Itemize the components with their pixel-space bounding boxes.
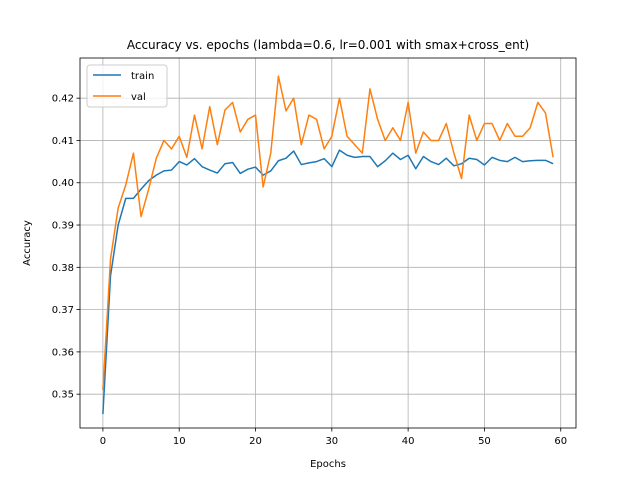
x-tick-label: 50	[478, 436, 491, 447]
series-line-val	[102, 75, 554, 390]
y-axis-label: Accuracy	[22, 220, 33, 266]
legend-label-train: train	[131, 71, 154, 82]
y-tick-label: 0.38	[52, 263, 74, 274]
x-axis-label: Epochs	[310, 459, 346, 470]
plot-frame	[79, 57, 577, 429]
legend: train val	[86, 64, 168, 108]
x-tick-label: 40	[402, 436, 415, 447]
legend-box	[86, 64, 168, 108]
y-tick-label: 0.40	[52, 178, 74, 189]
x-tick-label: 0	[100, 436, 106, 447]
x-tick-label: 10	[173, 436, 186, 447]
axis-ticks: 0 10 20 30 40 50 60 0.35 0.36 0.37 0.38 0.39 0.40 0.4…	[52, 94, 567, 447]
y-tick-label: 0.35	[52, 390, 74, 401]
x-tick-label: 20	[249, 436, 262, 447]
y-tick-label: 0.42	[52, 94, 74, 105]
x-tick-label: 60	[554, 436, 567, 447]
series-layer	[102, 75, 554, 415]
y-tick-label: 0.37	[52, 305, 74, 316]
series-line-train	[102, 149, 554, 415]
y-tick-label: 0.41	[52, 136, 74, 147]
x-tick-label: 30	[325, 436, 338, 447]
chart-title: Accuracy vs. epochs (lambda=0.6, lr=0.00…	[127, 38, 529, 52]
y-tick-label: 0.36	[52, 347, 74, 358]
legend-label-val: val	[131, 92, 146, 103]
y-tick-label: 0.39	[52, 221, 74, 232]
